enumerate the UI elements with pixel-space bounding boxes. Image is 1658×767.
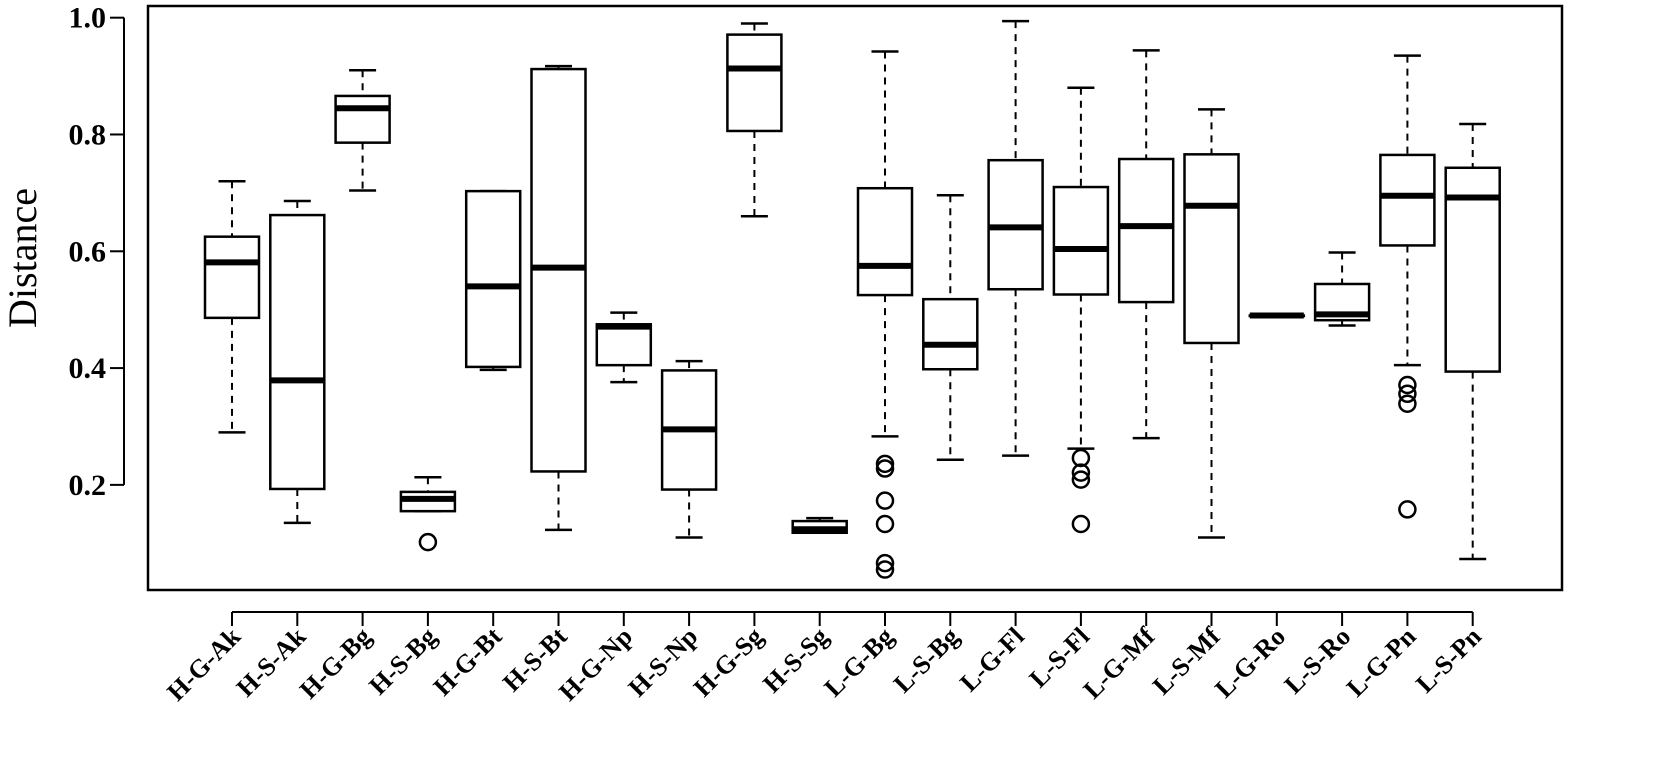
outlier-point xyxy=(875,491,895,510)
box-l-g-ro xyxy=(1248,312,1306,319)
box-iqr xyxy=(269,213,326,491)
box-iqr xyxy=(1117,157,1175,304)
box-h-g-bg xyxy=(334,68,391,192)
x-tick-label: L-G-Ro xyxy=(1209,622,1291,704)
box-h-g-ak xyxy=(203,179,261,434)
x-tick-label: L-G-Bg xyxy=(818,622,899,703)
box-series xyxy=(203,19,1501,579)
x-tick-label: L-S-Pn xyxy=(1410,621,1487,698)
box-h-s-sg xyxy=(791,516,848,535)
box-iqr xyxy=(922,297,979,371)
box-l-s-fl xyxy=(1052,86,1110,534)
outlier-point xyxy=(418,532,438,552)
y-tick-label: 0.8 xyxy=(69,118,107,151)
outlier-point xyxy=(875,514,895,534)
box-iqr xyxy=(464,189,522,369)
box-l-s-pn xyxy=(1444,122,1501,561)
box-l-g-bg xyxy=(856,50,914,579)
x-tick-label: L-G-Fl xyxy=(954,622,1030,698)
y-tick-label: 1.0 xyxy=(69,2,107,35)
x-tick-label: L-G-Pn xyxy=(1341,621,1422,702)
y-tick-label: 0.6 xyxy=(69,235,107,268)
outlier-point xyxy=(1398,500,1417,519)
box-l-g-fl xyxy=(987,19,1044,457)
box-l-g-mf xyxy=(1117,49,1175,440)
box-iqr xyxy=(1052,185,1110,296)
x-tick-label: H-G-Ak xyxy=(161,621,246,706)
x-axis: H-G-AkH-S-AkH-G-BgH-S-BgH-G-BtH-S-BtH-G-… xyxy=(161,611,1487,707)
x-tick-label: L-G-Mf xyxy=(1078,622,1161,705)
box-h-g-np xyxy=(595,311,653,384)
box-l-s-bg xyxy=(922,193,979,462)
box-h-g-bt xyxy=(464,189,522,372)
box-h-s-np xyxy=(660,359,718,539)
x-tick-label: H-G-Sg xyxy=(688,622,769,703)
outlier-point xyxy=(1071,448,1091,468)
y-axis: 0.2 0.4 0.6 0.8 1.0 xyxy=(69,2,125,502)
box-iqr xyxy=(595,323,653,367)
x-tick-label: H-G-Bg xyxy=(294,622,377,705)
box-iqr xyxy=(1444,166,1501,373)
box-l-g-pn xyxy=(1379,54,1436,519)
box-iqr xyxy=(203,235,261,320)
box-iqr xyxy=(1183,153,1240,345)
outlier-point xyxy=(875,560,895,579)
box-h-s-ak xyxy=(269,199,326,525)
box-l-s-ro xyxy=(1313,251,1371,327)
x-tick-label: H-S-Np xyxy=(623,622,704,703)
outlier-point xyxy=(1398,384,1417,404)
outlier-point xyxy=(1398,375,1417,395)
y-tick-label: 0.4 xyxy=(69,352,107,385)
y-axis-title: Distance xyxy=(0,188,45,328)
outlier-point xyxy=(1398,394,1417,413)
outlier-point xyxy=(1071,470,1091,489)
box-iqr xyxy=(1379,153,1436,247)
box-iqr xyxy=(334,94,391,144)
box-h-s-bt xyxy=(530,64,587,532)
outlier-point xyxy=(875,459,895,478)
outlier-point xyxy=(1071,463,1091,482)
x-tick-label: H-G-Np xyxy=(553,622,638,707)
x-tick-label: L-S-Ro xyxy=(1279,622,1357,700)
box-h-g-sg xyxy=(726,22,783,218)
x-tick-label: H-G-Bt xyxy=(428,621,508,701)
outlier-point xyxy=(875,454,895,474)
x-tick-label: L-S-Bg xyxy=(888,622,965,699)
x-tick-label: H-S-Bg xyxy=(363,622,442,701)
box-iqr xyxy=(856,186,914,297)
outlier-point xyxy=(1071,514,1091,534)
box-l-s-mf xyxy=(1183,108,1240,539)
box-h-s-bg xyxy=(399,476,457,552)
outlier-point xyxy=(875,553,895,573)
y-tick-label: 0.2 xyxy=(69,469,107,502)
box-iqr xyxy=(726,33,783,133)
plot-frame xyxy=(146,4,1564,592)
